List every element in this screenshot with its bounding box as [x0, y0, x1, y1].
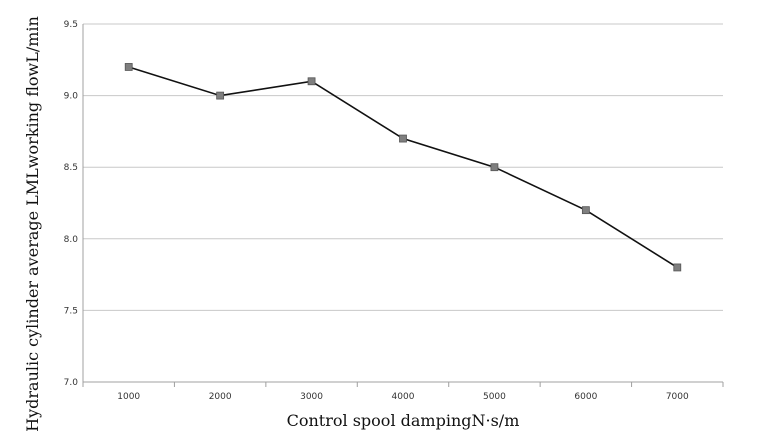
y-tick-label: 7.0 — [64, 378, 79, 388]
data-point — [216, 91, 225, 100]
x-tick-label: 1000 — [117, 392, 140, 402]
x-tick-label: 7000 — [666, 392, 689, 402]
axes — [82, 24, 724, 387]
data-point — [490, 163, 499, 172]
x-tick-label: 2000 — [209, 392, 232, 402]
x-tick-label: 4000 — [392, 392, 415, 402]
gridlines — [83, 23, 723, 311]
data-point — [307, 77, 316, 86]
y-tick-label: 8.0 — [64, 235, 79, 245]
data-point — [673, 263, 682, 272]
y-tick-label: 7.5 — [64, 306, 78, 316]
x-axis-title: Control spool dampingN·s/m — [287, 411, 520, 430]
data-point — [399, 134, 407, 143]
series-group — [124, 63, 682, 272]
y-tick-label: 9.0 — [64, 92, 79, 102]
x-tick-label: 3000 — [300, 392, 323, 402]
y-tick-label: 8.5 — [64, 163, 78, 173]
x-tick-label: 6000 — [574, 392, 597, 402]
y-tick-labels: 7.0 7.5 8.0 8.5 9.0 9.5 — [64, 20, 79, 388]
y-axis-title: Hydraulic cylinder average LMLworking fl… — [23, 16, 42, 432]
x-tick-labels: 1000 2000 3000 4000 5000 6000 7000 — [117, 392, 689, 402]
data-point — [124, 63, 133, 71]
y-tick-label: 9.5 — [64, 20, 78, 30]
x-tick-label: 5000 — [483, 392, 506, 402]
data-point — [581, 206, 590, 215]
